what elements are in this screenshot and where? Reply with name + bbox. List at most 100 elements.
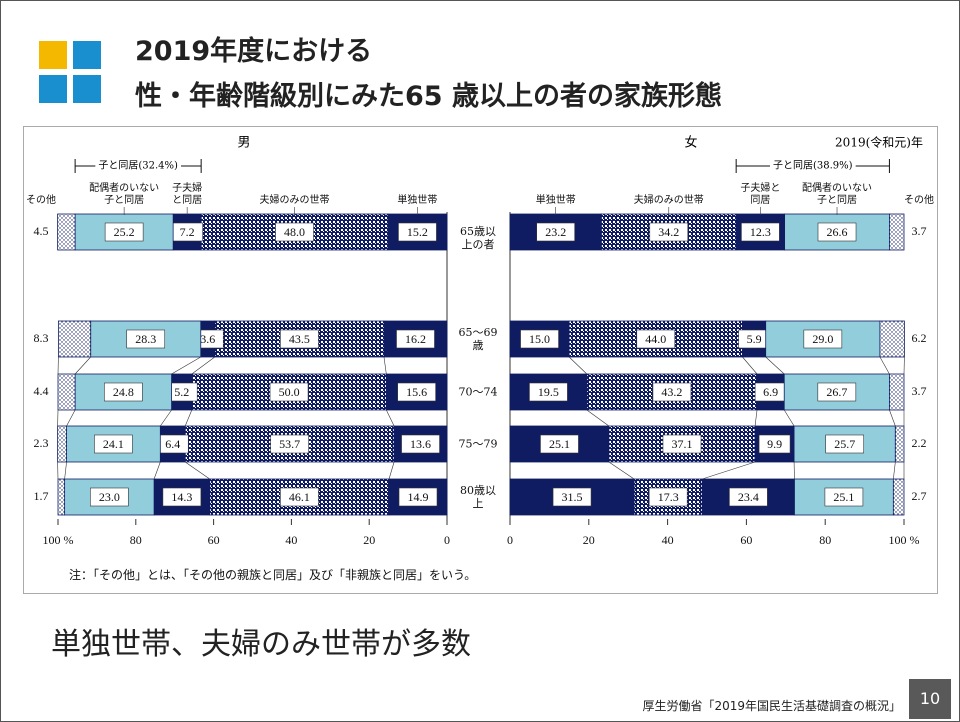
connector: [608, 461, 635, 480]
value-label: 2.7: [912, 489, 927, 503]
value-label: 17.3: [658, 490, 679, 504]
value-label: 50.0: [279, 385, 300, 399]
value-label: 7.2: [180, 225, 195, 239]
connector: [702, 461, 756, 480]
value-label: 43.5: [289, 332, 310, 346]
value-label-box: [401, 434, 440, 454]
legend-entry: 配偶者のいない子と同居: [802, 183, 873, 206]
x-tick-label: 0: [444, 533, 450, 547]
value-label-box: [398, 222, 437, 242]
value-label: 25.1: [833, 490, 854, 504]
legend-entry: 単独世帯: [397, 195, 438, 206]
value-label: 6.9: [763, 385, 778, 399]
value-label-box: [540, 434, 579, 454]
x-tick-label: 80: [819, 533, 831, 547]
value-label: 23.0: [99, 490, 120, 504]
connector: [191, 356, 215, 375]
value-label: 2.3: [34, 436, 49, 450]
page-number: 10: [909, 679, 951, 719]
value-label-box: [280, 487, 319, 507]
bar-segment: [57, 373, 76, 411]
value-label-box: [552, 487, 592, 507]
value-label: 19.5: [538, 385, 559, 399]
x-tick-label: 60: [208, 533, 220, 547]
value-label: 43.2: [661, 385, 682, 399]
panel-title: 男: [237, 136, 250, 151]
value-label-box: [529, 382, 568, 402]
value-label-box: [280, 329, 319, 349]
value-label-box: [94, 434, 133, 454]
value-label-box: [649, 222, 689, 242]
legend-entry: 子夫婦と同居: [172, 183, 203, 206]
value-label-box: [396, 329, 435, 349]
value-label: 2.2: [912, 436, 927, 450]
connector: [184, 409, 193, 427]
bar-segment: [57, 478, 66, 516]
value-label-box: [104, 382, 143, 402]
value-label: 16.2: [405, 332, 426, 346]
category-label: 75〜79: [458, 437, 498, 451]
value-label: 4.5: [34, 224, 49, 238]
group-label-bg: [95, 159, 182, 172]
value-label: 44.0: [645, 332, 666, 346]
connector: [74, 356, 91, 375]
category-label: 65〜69歳: [458, 326, 498, 352]
summary: 単独世帯、夫婦のみ世帯が多数: [51, 627, 471, 662]
legend-entry: 夫婦のみの世帯: [259, 195, 330, 206]
icon-square: [73, 75, 101, 103]
note: 注：「その他」とは、「その他の親族と同居」及び「非親族と同居」をいう。: [69, 568, 477, 582]
value-label: 23.4: [738, 490, 759, 504]
bar-segment: [509, 320, 570, 358]
value-label-box: [90, 487, 129, 507]
value-label: 34.2: [658, 225, 679, 239]
value-label: 24.8: [113, 385, 134, 399]
value-label: 3.7: [912, 384, 927, 398]
connector: [783, 409, 795, 427]
value-label-box: [398, 487, 438, 507]
connector: [893, 461, 896, 480]
bar-segment: [879, 320, 905, 358]
value-label: 1.7: [34, 489, 49, 503]
value-label-box: [104, 222, 144, 242]
year-label: 2019(令和元)年: [835, 135, 923, 150]
value-label-box: [662, 434, 702, 454]
category-label: 70〜74: [458, 385, 498, 399]
connector: [386, 409, 395, 427]
value-label-box: [817, 382, 857, 402]
value-label: 15.0: [529, 332, 550, 346]
connector: [879, 356, 890, 375]
connector: [66, 409, 76, 427]
bar-segment: [889, 213, 905, 251]
value-label: 15.6: [406, 385, 427, 399]
connector: [586, 409, 610, 427]
bar-segment: [894, 425, 905, 463]
x-tick-label: 60: [740, 533, 752, 547]
value-label: 48.0: [284, 225, 305, 239]
value-label-box: [803, 329, 843, 349]
group-label: 子と同居(32.4%): [98, 160, 178, 172]
connector: [64, 461, 67, 480]
source: 厚生労働省「2019年国民生活基礎調査の概況」: [642, 699, 901, 713]
connector: [388, 461, 395, 480]
value-label: 28.3: [135, 332, 156, 346]
value-label: 5.9: [747, 332, 762, 346]
x-tick-label: 40: [662, 533, 674, 547]
connector: [765, 356, 785, 375]
value-label-box: [162, 487, 202, 507]
icon-square: [73, 41, 101, 69]
value-label-box: [825, 434, 865, 454]
bar-segment: [892, 478, 905, 516]
icon-square: [39, 41, 67, 69]
value-label: 6.2: [912, 331, 927, 345]
value-label: 23.2: [545, 225, 566, 239]
legend-entry: その他: [26, 195, 56, 206]
connector: [383, 356, 387, 375]
panel-title: 女: [684, 135, 697, 151]
x-tick-label: 100 %: [889, 533, 920, 547]
connector: [754, 409, 758, 427]
legend-entry: その他: [904, 195, 934, 206]
value-label-box: [758, 434, 791, 454]
value-label: 25.7: [834, 437, 855, 451]
value-label-box: [520, 329, 559, 349]
